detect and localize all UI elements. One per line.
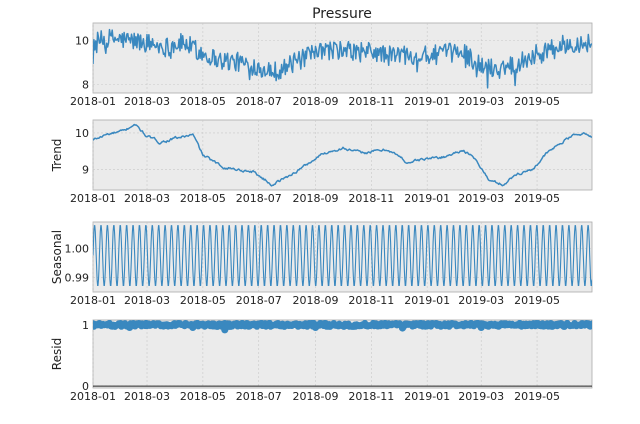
- x-tick-label: 2019-01: [404, 294, 450, 307]
- plot-area: [92, 319, 593, 389]
- resid-outlier-point: [221, 326, 229, 334]
- observed-panel: 2018-01 2018-03 2018-05 2018-07 2018-09 2018-…: [70, 22, 593, 108]
- x-tick-label: 2018-07: [236, 294, 282, 307]
- x-tick-label: 2018-11: [348, 294, 394, 307]
- x-tick-label: 2018-05: [180, 95, 226, 108]
- y-tick-label: 9: [82, 164, 89, 177]
- gridlines: [92, 23, 592, 93]
- x-tick-label: 2019-03: [458, 192, 504, 205]
- x-tick-label: 2019-05: [514, 294, 560, 307]
- x-tick-label: 2018-05: [180, 390, 226, 403]
- y-tick-label: 1.00: [65, 242, 90, 255]
- plot-area: [92, 119, 593, 191]
- x-tick-label: 2018-07: [236, 192, 282, 205]
- resid-outlier-point: [477, 323, 485, 331]
- x-tick-label: 2018-09: [293, 390, 339, 403]
- x-tick-label: 2019-01: [404, 95, 450, 108]
- x-tick-label: 2019-05: [514, 192, 560, 205]
- resid-outlier-point: [311, 323, 320, 331]
- y-tick-label: 10: [75, 127, 89, 140]
- resid-panel: 2018-01 2018-03 2018-05 2018-07 2018-09 2018-…: [50, 319, 593, 403]
- resid-outlier-point: [189, 323, 197, 331]
- x-tick-label: 2018-09: [293, 192, 339, 205]
- plot-area: [92, 22, 593, 94]
- x-tick-label: 2018-01: [70, 294, 116, 307]
- x-tick-label: 2018-05: [180, 192, 226, 205]
- observed-series-line: [93, 28, 592, 89]
- seasonal-panel: 2018-01 2018-03 2018-05 2018-07 2018-09 2018-…: [50, 221, 593, 307]
- resid-point: [588, 320, 592, 327]
- y-axis-label: Seasonal: [50, 230, 64, 284]
- x-tick-label: 2018-09: [293, 95, 339, 108]
- x-tick-label: 2018-07: [236, 390, 282, 403]
- x-tick-label: 2019-05: [514, 95, 560, 108]
- y-tick-label: 0: [82, 380, 89, 393]
- x-tick-label: 2019-05: [514, 390, 560, 403]
- x-tick-label: 2018-01: [70, 95, 116, 108]
- x-tick-label: 2019-03: [458, 294, 504, 307]
- x-tick-label: 2019-01: [404, 192, 450, 205]
- x-tick-label: 2018-11: [348, 192, 394, 205]
- y-axis-label: Resid: [50, 338, 64, 370]
- chart-title: Pressure: [312, 6, 372, 22]
- y-tick-label: 8: [82, 78, 89, 91]
- y-tick-label: 1: [82, 319, 89, 332]
- x-tick-label: 2018-09: [293, 294, 339, 307]
- gridlines: [92, 120, 592, 190]
- seasonal-series-line: [93, 225, 592, 286]
- x-tick-label: 2018-03: [124, 294, 170, 307]
- x-tick-label: 2018-01: [70, 390, 116, 403]
- x-tick-label: 2018-01: [70, 192, 116, 205]
- resid-outlier-point: [126, 323, 134, 331]
- y-axis-label: Trend: [50, 139, 64, 173]
- resid-outlier-point: [398, 324, 407, 332]
- x-tick-label: 2019-03: [458, 390, 504, 403]
- y-tick-label: 10: [75, 35, 89, 48]
- x-tick-label: 2018-03: [124, 95, 170, 108]
- y-tick-label: 0.99: [65, 271, 90, 284]
- x-tick-label: 2018-03: [124, 390, 170, 403]
- x-tick-label: 2018-05: [180, 294, 226, 307]
- trend-series-line: [93, 123, 592, 187]
- x-tick-label: 2018-11: [348, 390, 394, 403]
- x-tick-label: 2019-03: [458, 95, 504, 108]
- x-tick-label: 2018-03: [124, 192, 170, 205]
- x-tick-label: 2018-11: [348, 95, 394, 108]
- x-tick-label: 2019-01: [404, 390, 450, 403]
- x-tick-label: 2018-07: [236, 95, 282, 108]
- trend-panel: 2018-01 2018-03 2018-05 2018-07 2018-09 2018-…: [50, 119, 593, 205]
